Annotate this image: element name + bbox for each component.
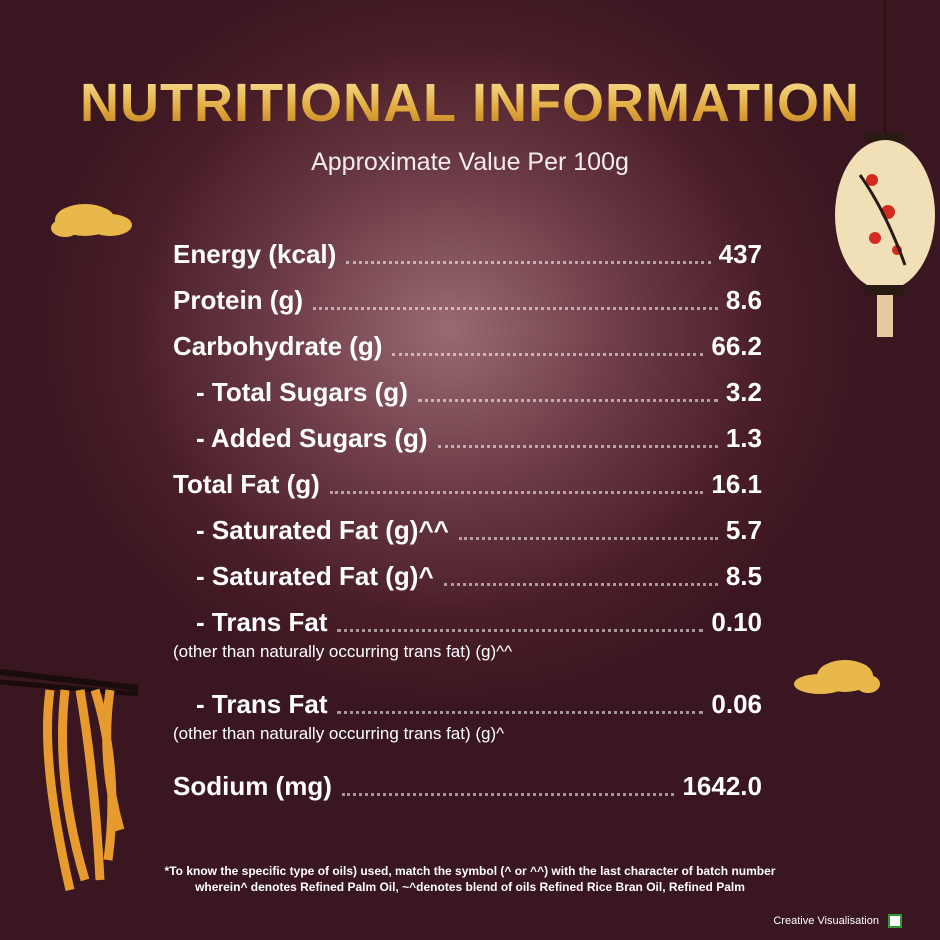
dot-leader (437, 445, 718, 448)
nutrition-row: - Added Sugars (g) 1.3 (196, 420, 762, 454)
nutrient-value: 8.5 (725, 561, 762, 591)
nutrient-label: Sodium (mg) (173, 771, 332, 801)
dot-leader (329, 491, 704, 494)
nutrition-row: - Total Sugars (g) 3.2 (196, 374, 762, 408)
nutrient-label: - Saturated Fat (g)^^ (196, 515, 449, 545)
nutrient-value: 437 (718, 239, 762, 269)
footnote: wherein^ denotes Refined Palm Oil, ~^den… (195, 880, 745, 894)
nutrient-label: Protein (g) (173, 285, 303, 315)
nutrition-row: - Trans Fat 0.06 (196, 686, 762, 720)
nutrient-label: - Total Sugars (g) (196, 377, 408, 407)
nutrient-value: 66.2 (711, 331, 762, 361)
nutrition-row: Protein (g) 8.6 (173, 282, 762, 316)
nutrient-label: Carbohydrate (g) (173, 331, 383, 361)
dot-leader (337, 711, 704, 714)
nutrition-row: - Trans Fat 0.10 (196, 604, 762, 638)
nutrition-row: - Saturated Fat (g)^^ 5.7 (196, 512, 762, 546)
lantern (835, 0, 935, 337)
dot-leader (443, 583, 718, 586)
nutrition-row: - Saturated Fat (g)^ 8.5 (196, 558, 762, 592)
nutrient-label: - Trans Fat (196, 607, 328, 637)
nutrient-value: 8.6 (725, 285, 762, 315)
dot-leader (313, 307, 718, 310)
nutrient-value: 0.06 (711, 689, 762, 719)
nutrient-note: (other than naturally occurring trans fa… (173, 724, 505, 743)
dot-leader (346, 261, 711, 264)
nutrition-row: Total Fat (g) 16.1 (173, 466, 762, 500)
nutrient-label: Energy (kcal) (173, 239, 337, 269)
nutrient-label: Total Fat (g) (173, 469, 320, 499)
noodles (0, 669, 139, 892)
cloud-left (51, 204, 132, 237)
badge: Creative Visualisation (773, 914, 902, 928)
title: NUTRITIONAL INFORMATION (0, 72, 940, 134)
nutrient-value: 1642.0 (682, 771, 762, 801)
cloud-right (794, 660, 880, 694)
veg-mark (888, 914, 902, 928)
footnote: *To know the specific type of oils) used… (164, 864, 776, 878)
nutrition-row: Energy (kcal) 437 (173, 236, 762, 270)
nutrition-row: Carbohydrate (g) 66.2 (173, 328, 762, 362)
nutrient-value: 0.10 (711, 607, 762, 637)
badge-text: Creative Visualisation (773, 914, 879, 927)
nutrient-value: 16.1 (711, 469, 762, 499)
dot-leader (341, 793, 675, 796)
nutrient-label: - Saturated Fat (g)^ (196, 561, 434, 591)
nutrient-label: - Added Sugars (g) (196, 423, 428, 453)
dot-leader (392, 353, 704, 356)
nutrient-value: 5.7 (725, 515, 762, 545)
nutrition-row: Sodium (mg) 1642.0 (173, 768, 762, 802)
nutrient-label: - Trans Fat (196, 689, 328, 719)
nutrient-value: 1.3 (725, 423, 762, 453)
nutrient-note: (other than naturally occurring trans fa… (173, 642, 513, 661)
dot-leader (417, 399, 718, 402)
subtitle: Approximate Value Per 100g (311, 148, 629, 176)
nutrient-value: 3.2 (725, 377, 762, 407)
dot-leader (337, 629, 704, 632)
dot-leader (458, 537, 718, 540)
